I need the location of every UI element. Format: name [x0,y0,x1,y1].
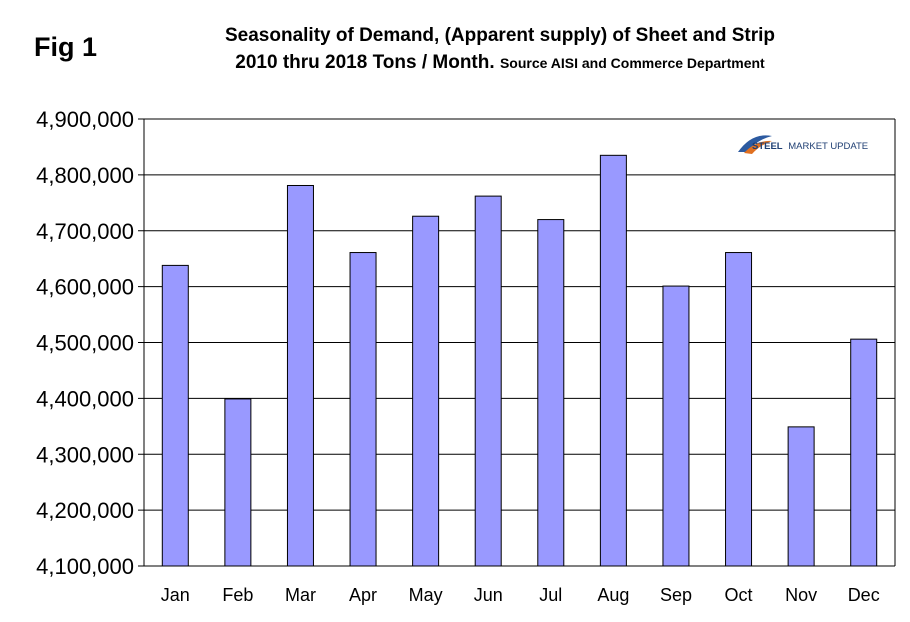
y-tick-label: 4,300,000 [36,442,134,467]
y-tick-label: 4,700,000 [36,219,134,244]
y-tick-label: 4,500,000 [36,331,134,356]
logo-light-text: MARKET UPDATE [788,141,868,152]
x-tick-label: Aug [597,585,629,605]
bar [787,426,815,567]
gridlines [144,118,895,511]
x-tick-label: Jul [539,585,562,605]
x-tick-labels: Jan Feb Mar Apr May Jun Jul Aug Sep Oct Nov Dec [161,585,880,605]
x-tick-label: Feb [222,585,253,605]
bar [725,252,753,567]
axes [138,118,896,567]
y-tick-label: 4,800,000 [36,163,134,188]
y-tick-label: 4,600,000 [36,275,134,300]
bar [412,215,440,567]
y-tick-label: 4,200,000 [36,498,134,523]
bar [161,264,189,567]
bar [474,195,502,567]
logo-strong-text: STEEL [752,141,783,152]
chart-title-line1: Seasonality of Demand, (Apparent supply)… [224,25,776,46]
bar [224,398,252,567]
x-tick-label: Apr [349,585,377,605]
y-tick-label: 4,100,000 [36,554,134,579]
bar [599,154,627,567]
chart-title-line2: 2010 thru 2018 Tons / Month. Source AISI… [0,52,910,74]
chart-title-main: 2010 thru 2018 Tons / Month. [235,52,495,73]
logo-text: STEEL MARKET UPDATE [752,141,868,152]
x-tick-label: Dec [848,585,880,605]
chart-source: Source AISI and Commerce Department [499,55,765,71]
x-tick-label: Mar [285,585,316,605]
x-tick-label: Oct [725,585,753,605]
bar [286,184,314,567]
y-tick-label: 4,400,000 [36,386,134,411]
x-tick-label: Nov [785,585,817,605]
y-tick-label: 4,900,000 [36,107,134,132]
x-tick-label: May [409,585,443,605]
y-tick-labels: 4,100,000 4,200,000 4,300,000 4,400,000 4,50… [36,107,134,579]
bar [662,285,690,567]
bar [850,338,878,567]
figure-label: Fig 1 [34,32,98,62]
steel-market-update-logo: STEEL MARKET UPDATE [738,135,868,154]
logo-swoosh-icon [738,135,772,154]
x-tick-label: Jun [474,585,503,605]
bars [161,154,878,567]
x-tick-label: Jan [161,585,190,605]
bar [349,252,377,567]
x-tick-label: Sep [660,585,692,605]
bar [537,219,565,567]
